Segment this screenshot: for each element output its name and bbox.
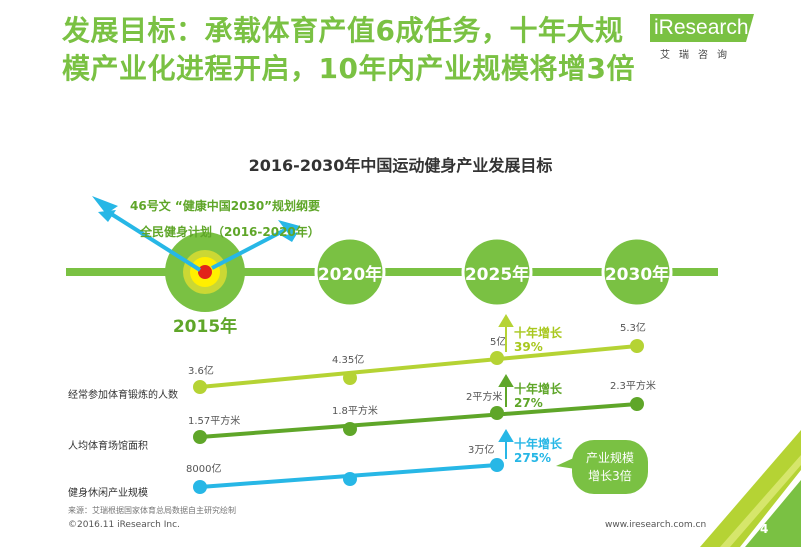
row1-dot xyxy=(193,380,207,394)
row3-value: 3万亿 xyxy=(468,443,494,456)
year-label-2025: 2025年 xyxy=(465,264,529,285)
row2-dot xyxy=(490,406,504,420)
row1-growth-pct: 39% xyxy=(514,340,543,354)
year-label-2020: 2020年 xyxy=(318,264,382,285)
row2-growth: 十年增长 xyxy=(514,381,563,396)
row3-dot xyxy=(490,458,504,472)
row2-dot xyxy=(630,397,644,411)
arrow-icon xyxy=(103,208,286,272)
policy-label-2: 全民健身计划（2016-2020年） xyxy=(139,224,320,239)
row3-growth: 十年增长 xyxy=(514,436,563,451)
row1-value: 5.3亿 xyxy=(620,321,646,334)
website-link[interactable]: www.iresearch.com.cn xyxy=(605,520,707,530)
page-number: 4 xyxy=(760,522,769,536)
logo-word: iResearch xyxy=(654,16,749,39)
iresearch-logo: iResearch 艾瑞咨询 xyxy=(650,12,765,64)
year-circle-2020 xyxy=(314,236,386,308)
up-arrow-icon xyxy=(498,429,514,459)
row2-dot xyxy=(193,430,207,444)
year-circle-2030 xyxy=(601,236,673,308)
row2-dot xyxy=(343,422,357,436)
target-2015 xyxy=(165,232,245,312)
row1-dot xyxy=(490,351,504,365)
row1-dot xyxy=(630,339,644,353)
row1-value: 4.35亿 xyxy=(332,353,364,366)
row1-value: 3.6亿 xyxy=(188,364,214,377)
chart-title: 2016-2030年中国运动健身产业发展目标 xyxy=(248,156,553,175)
row3-label: 健身休闲产业规模 xyxy=(68,486,148,499)
row1-line xyxy=(199,344,638,389)
row1-growth: 十年增长 xyxy=(514,325,563,340)
row3-growth-pct: 275% xyxy=(514,451,551,465)
callout-line-2: 增长3倍 xyxy=(588,468,632,483)
page-title: 发展目标：承载体育产值6成任务，十年大规 模产业化进程开启，10年内产业规模将增… xyxy=(62,12,652,88)
up-arrow-icon xyxy=(498,314,514,352)
row2-label: 人均体育场馆面积 xyxy=(68,439,148,452)
row1-dot xyxy=(343,371,357,385)
row3-dot xyxy=(343,472,357,486)
title-line-1: 发展目标：承载体育产值6成任务，十年大规 xyxy=(62,14,624,47)
row1-value: 5亿 xyxy=(490,335,506,348)
arrow-fletching-icon xyxy=(92,196,300,242)
callout-line-1: 产业规模 xyxy=(586,450,634,465)
row2-value: 1.8平方米 xyxy=(332,404,378,417)
row2-growth-pct: 27% xyxy=(514,396,543,410)
timeline-bar xyxy=(66,268,718,276)
row2-value: 1.57平方米 xyxy=(188,414,240,427)
logo-shape xyxy=(650,14,754,42)
title-line-2: 模产业化进程开启，10年内产业规模将增3倍 xyxy=(62,52,635,85)
policy-label-1: 46号文 “健康中国2030”规划纲要 xyxy=(130,198,320,213)
row3-dot xyxy=(193,480,207,494)
row3-value: 8000亿 xyxy=(186,462,221,475)
callout-bubble xyxy=(556,440,648,494)
copyright: ©2016.11 iResearch Inc. xyxy=(68,520,180,530)
year-label-2030: 2030年 xyxy=(605,264,669,285)
year-circle-2025 xyxy=(461,236,533,308)
logo-cn: 艾瑞咨询 xyxy=(660,50,736,61)
row2-value: 2.3平方米 xyxy=(610,379,656,392)
up-arrow-icon xyxy=(498,374,514,407)
row1-label: 经常参加体育锻炼的人数 xyxy=(68,388,178,401)
year-label-2015: 2015年 xyxy=(173,316,237,337)
corner-decoration xyxy=(700,430,801,547)
row2-line xyxy=(199,402,638,439)
source-note: 来源：艾瑞根据国家体育总局数据自主研究绘制 xyxy=(68,506,236,515)
row2-value: 2平方米 xyxy=(466,390,502,403)
